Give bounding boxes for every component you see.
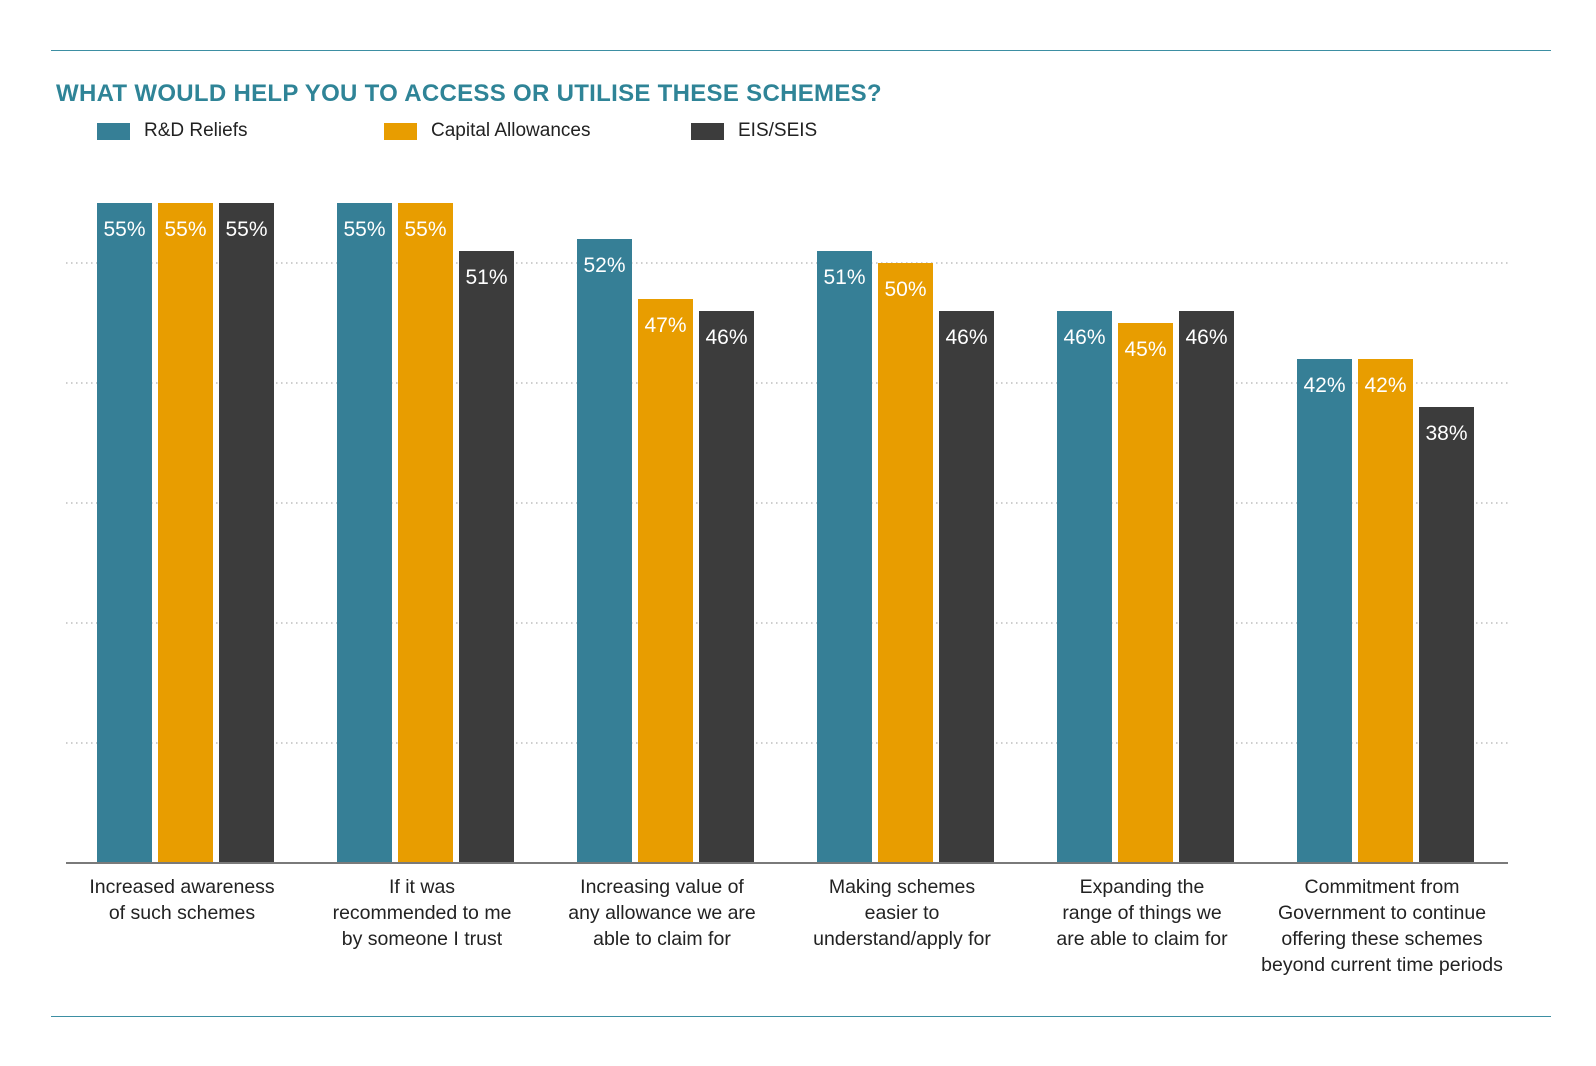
bar xyxy=(1297,359,1352,863)
bar xyxy=(577,239,632,863)
bar-value-label: 42% xyxy=(1303,374,1345,397)
bar-value-label: 51% xyxy=(823,266,865,289)
legend-label-eis-seis: EIS/SEIS xyxy=(738,120,818,141)
category-label: If it was recommended to me by someone I… xyxy=(332,876,512,950)
category-label: Commitment from Government to continue o… xyxy=(1261,876,1503,976)
bar-value-label: 47% xyxy=(644,314,686,337)
bar xyxy=(158,203,213,863)
bar-value-label: 55% xyxy=(225,218,267,241)
legend-item-rd-reliefs: R&D Reliefs xyxy=(97,118,247,144)
bar xyxy=(1358,359,1413,863)
bottom-divider xyxy=(51,1016,1551,1017)
bar xyxy=(459,251,514,863)
bar-value-label: 55% xyxy=(404,218,446,241)
chart-title: WHAT WOULD HELP YOU TO ACCESS OR UTILISE… xyxy=(56,80,882,107)
bar-value-label: 45% xyxy=(1124,338,1166,361)
bar xyxy=(337,203,392,863)
bar-value-label: 46% xyxy=(945,326,987,349)
bar xyxy=(1118,323,1173,863)
bar-value-label: 50% xyxy=(884,278,926,301)
bar-value-label: 52% xyxy=(583,254,625,277)
bar-value-label: 46% xyxy=(705,326,747,349)
bar-value-label: 46% xyxy=(1185,326,1227,349)
bar-value-label: 46% xyxy=(1063,326,1105,349)
legend-swatch-capital-allowances xyxy=(384,122,417,140)
top-divider xyxy=(51,50,1551,51)
bar xyxy=(817,251,872,863)
bar xyxy=(1057,311,1112,863)
category-label: Increasing value of any allowance we are… xyxy=(568,876,756,950)
category-label: Expanding the range of things we are abl… xyxy=(1056,876,1228,950)
legend-swatch-eis-seis xyxy=(691,122,724,140)
legend-item-capital-allowances: Capital Allowances xyxy=(384,118,590,144)
bar-value-label: 38% xyxy=(1425,422,1467,445)
bar xyxy=(398,203,453,863)
bar xyxy=(638,299,693,863)
bar xyxy=(939,311,994,863)
bar-value-label: 51% xyxy=(465,266,507,289)
category-label: Increased awareness of such schemes xyxy=(89,876,275,924)
bar-value-label: 42% xyxy=(1364,374,1406,397)
legend-swatch-rd-reliefs xyxy=(97,122,130,140)
legend-label-rd-reliefs: R&D Reliefs xyxy=(144,120,248,141)
bar-value-label: 55% xyxy=(343,218,385,241)
bar xyxy=(219,203,274,863)
bar xyxy=(699,311,754,863)
bar xyxy=(878,263,933,863)
bar xyxy=(1419,407,1474,863)
bar xyxy=(1179,311,1234,863)
bar-value-label: 55% xyxy=(103,218,145,241)
category-label: Making schemes easier to understand/appl… xyxy=(813,876,991,950)
legend-label-capital-allowances: Capital Allowances xyxy=(431,120,591,141)
legend-item-eis-seis: EIS/SEIS xyxy=(691,118,817,144)
bar-value-label: 55% xyxy=(164,218,206,241)
bar xyxy=(97,203,152,863)
